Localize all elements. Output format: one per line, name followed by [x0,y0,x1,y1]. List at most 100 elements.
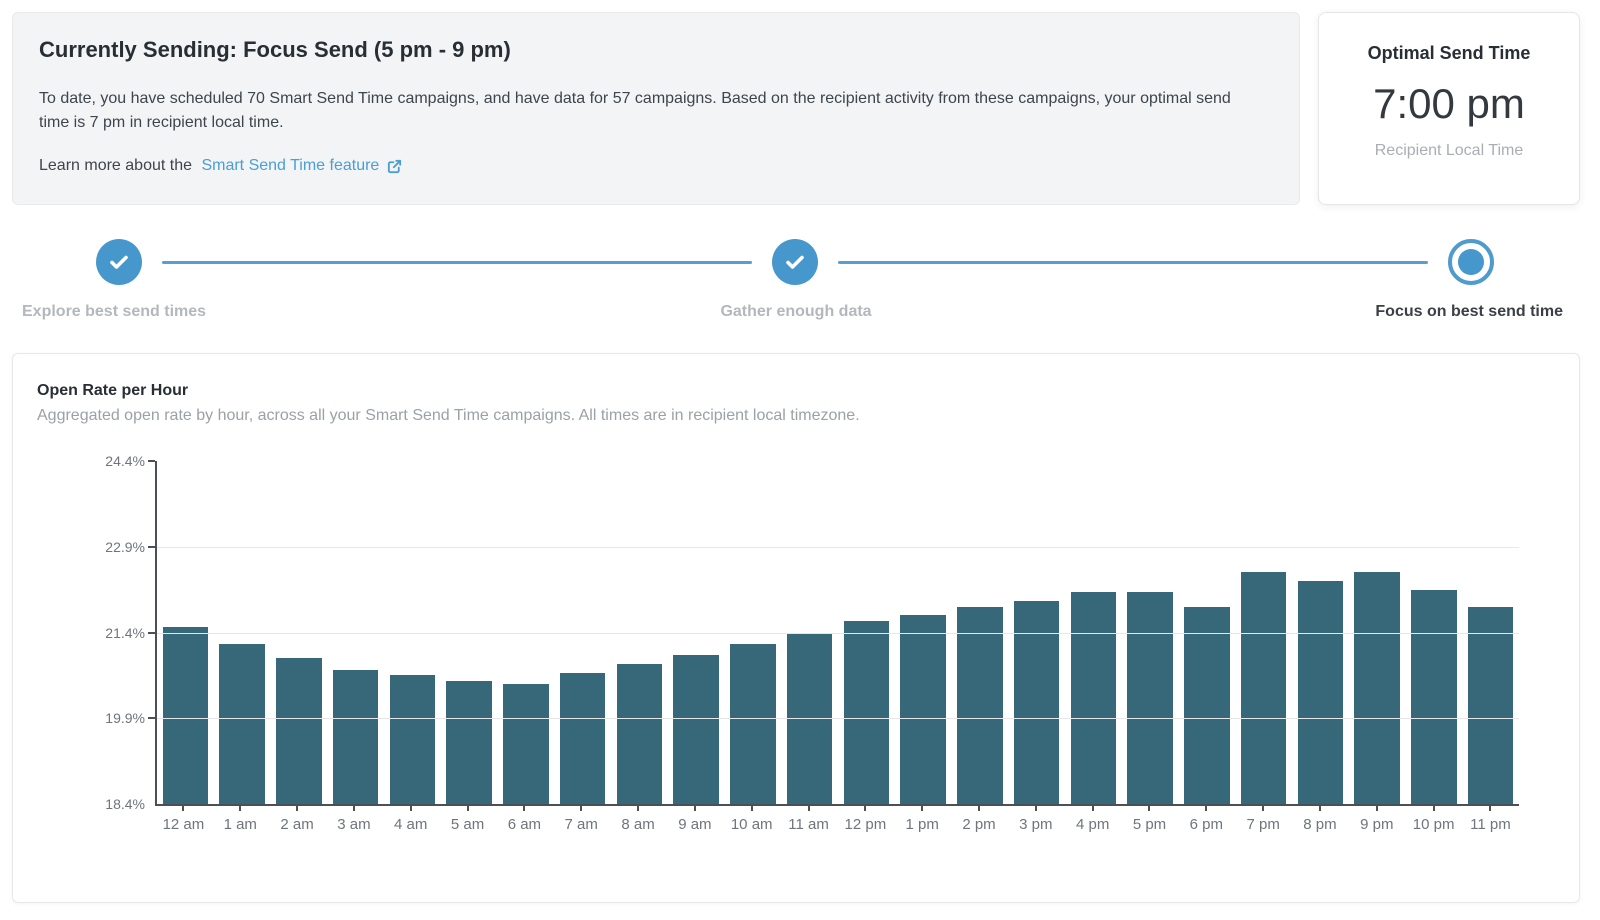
bar-slot [952,461,1009,804]
x-axis-label: 12 am [155,806,212,833]
check-icon [110,255,128,269]
bar-slot [498,461,555,804]
bar-slot [1008,461,1065,804]
check-icon [786,255,804,269]
bar-6am [503,683,549,804]
bar-slot [271,461,328,804]
open-rate-bar-chart: 24.4% 22.9% 21.4% 19.9% 18.4% 12 am 1 am 2 am 3… [37,453,1519,833]
stepper-track [96,239,1494,285]
bar-slot [327,461,384,804]
x-axis-label: 3 am [325,806,382,833]
bar-slot [1349,461,1406,804]
bar-slot [611,461,668,804]
bar-9pm [1354,572,1400,804]
x-axis-label: 8 pm [1292,806,1349,833]
x-axis-label: 9 pm [1348,806,1405,833]
y-axis-tick [148,631,155,634]
x-axis-label: 5 pm [1121,806,1178,833]
currently-sending-panel: Currently Sending: Focus Send (5 pm - 9 … [12,12,1300,205]
bar-11pm [1467,606,1514,804]
progress-stepper: Explore best send times Gather enough da… [12,239,1580,327]
x-axis-label: 7 pm [1235,806,1292,833]
y-axis-tick-label: 18.4% [105,796,145,812]
y-axis-tick [148,460,155,462]
bar-slot [725,461,782,804]
x-axis-labels: 12 am 1 am 2 am 3 am 4 am 5 am 6 am 7 am 8 am 9 a… [155,806,1519,833]
optimal-send-time-card: Optimal Send Time 7:00 pm Recipient Loca… [1318,12,1580,205]
x-axis-label: 8 am [610,806,667,833]
gridline [157,718,1519,720]
bar-slot [895,461,952,804]
open-rate-chart-card: Open Rate per Hour Aggregated open rate … [12,353,1580,903]
x-axis-label: 2 am [269,806,326,833]
x-axis-label: 11 am [780,806,837,833]
optimal-send-time-value: 7:00 pm [1373,80,1525,127]
gridline [157,632,1519,634]
bar-slot [1179,461,1236,804]
bar-slot [1462,461,1519,804]
chart-subtitle: Aggregated open rate by hour, across all… [37,407,860,424]
bar-slot [1235,461,1292,804]
x-axis-label: 1 am [212,806,269,833]
campaign-summary-text: To date, you have scheduled 70 Smart Sen… [39,90,1231,131]
current-step-dot [1458,249,1484,275]
step-label-focus: Focus on best send time [1375,303,1563,320]
x-axis-label: 2 pm [951,806,1008,833]
x-axis-label: 12 pm [837,806,894,833]
x-axis-label: 1 pm [894,806,951,833]
step-label-explore: Explore best send times [22,303,207,320]
learn-more-prefix: Learn more about the [39,157,192,174]
step-gather-indicator [772,239,818,285]
bar-slot [668,461,725,804]
x-axis-label: 5 am [439,806,496,833]
bar-slot [1065,461,1122,804]
y-axis-tick-label: 21.4% [105,624,145,641]
step-label-gather: Gather enough data [720,303,872,320]
stepper-labels: Explore best send times Gather enough da… [12,303,1580,325]
bar-9am [673,655,719,804]
chart-title: Open Rate per Hour [37,382,189,399]
bar-2am [276,658,322,804]
bar-10pm [1411,589,1457,804]
bar-12pm [843,621,890,804]
bar-7pm [1240,572,1287,804]
bar-slot [1292,461,1349,804]
top-row: Currently Sending: Focus Send (5 pm - 9 … [12,12,1580,205]
y-axis-tick-label: 24.4% [105,453,145,469]
bar-8pm [1297,581,1344,804]
smart-send-time-feature-link-label: Smart Send Time feature [201,157,380,174]
bar-6pm [1184,606,1230,804]
optimal-card-title: Optimal Send Time [1367,43,1531,63]
x-axis-label: 10 am [723,806,780,833]
chart-plot-area: 24.4% 22.9% 21.4% 19.9% 18.4% [105,453,1519,812]
x-axis-label: 4 pm [1064,806,1121,833]
y-axis-tick-label: 19.9% [105,710,145,727]
y-axis-tick [148,545,155,548]
bar-2pm [957,606,1003,804]
y-axis-tick-label: 22.9% [105,538,145,555]
stepper-connector-1 [162,260,752,264]
optimal-card-subtitle: Recipient Local Time [1374,142,1524,159]
learn-more-line: Learn more about the Smart Send Time fea… [39,157,1273,175]
smart-send-time-feature-link[interactable]: Smart Send Time feature [201,157,403,175]
bar-5am [446,681,492,804]
bar-slot [441,461,498,804]
bar-1pm [900,615,946,804]
bar-5pm [1127,592,1173,804]
x-axis-label: 9 am [666,806,723,833]
x-axis-label: 7 am [553,806,610,833]
external-link-icon [388,159,402,173]
bar-slot [384,461,441,804]
bar-slot [554,461,611,804]
bar-7am [559,672,606,804]
bar-3pm [1013,601,1060,804]
bar-slot [157,461,214,804]
x-axis-label: 10 pm [1405,806,1462,833]
bar-8am [616,663,663,804]
bar-slot [1406,461,1463,804]
bar-4am [389,675,436,804]
x-axis-label: 11 pm [1462,806,1519,833]
bar-slot [214,461,271,804]
bar-slot [838,461,895,804]
